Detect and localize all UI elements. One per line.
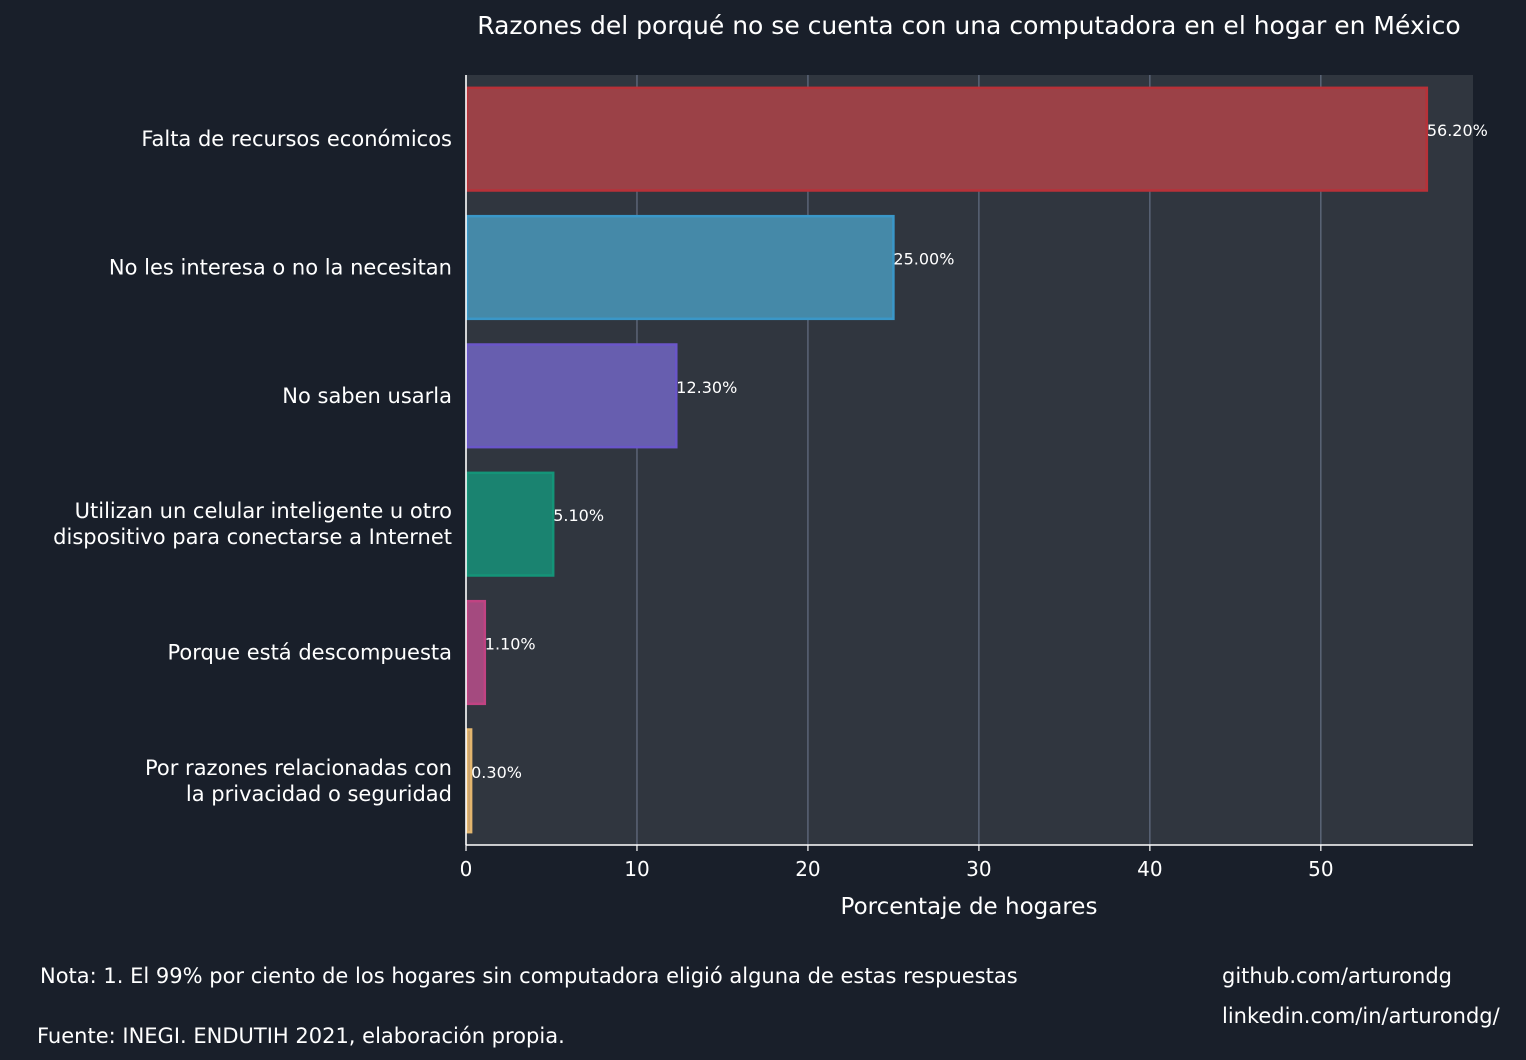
category-label: Falta de recursos económicos xyxy=(141,127,452,151)
x-axis-title: Porcentaje de hogares xyxy=(841,894,1098,920)
github-link[interactable]: github.com/arturondg xyxy=(1222,964,1452,988)
data-label: 0.30% xyxy=(471,763,522,782)
x-tick-label: 10 xyxy=(624,857,649,881)
bar xyxy=(465,471,555,577)
category-label: Por razones relacionadas con la privacida… xyxy=(145,756,452,806)
bar xyxy=(465,86,1429,192)
chart-title: Razones del porqué no se cuenta con una … xyxy=(477,11,1460,40)
x-tick-label: 30 xyxy=(966,857,991,881)
category-label-line: dispositivo para conectarse a Internet xyxy=(53,525,452,549)
data-label: 56.20% xyxy=(1427,121,1488,140)
category-label-line: Por razones relacionadas con xyxy=(145,756,452,780)
data-label: 1.10% xyxy=(485,635,536,654)
category-label-line: Porque está descompuesta xyxy=(167,641,452,665)
data-label: 5.10% xyxy=(553,506,604,525)
category-label-line: No saben usarla xyxy=(282,384,452,408)
x-tick-label: 50 xyxy=(1308,857,1333,881)
data-labels: 56.20% 25.00% 12.30% 5.10% 1.10% 0.30% xyxy=(471,121,1488,782)
data-label: 25.00% xyxy=(893,250,954,269)
category-label: No les interesa o no la necesitan xyxy=(109,256,452,280)
bars xyxy=(465,86,1429,834)
category-labels: Falta de recursos económicos No les inter… xyxy=(53,127,452,806)
plot-area xyxy=(466,75,1473,845)
category-label-line: Utilizan un celular inteligente u otro xyxy=(75,499,452,523)
x-tick-label: 40 xyxy=(1137,857,1162,881)
category-label: No saben usarla xyxy=(282,384,452,408)
data-label: 12.30% xyxy=(676,378,737,397)
category-label-line: No les interesa o no la necesitan xyxy=(109,256,452,280)
bar xyxy=(465,728,473,834)
category-label-line: la privacidad o seguridad xyxy=(186,782,452,806)
bar xyxy=(465,599,487,706)
category-label: Utilizan un celular inteligente u otro di… xyxy=(53,499,452,549)
footnote: Nota: 1. El 99% por ciento de los hogare… xyxy=(40,964,1018,988)
bar xyxy=(465,214,895,321)
category-label: Porque está descompuesta xyxy=(167,641,452,665)
source-note: Fuente: INEGI. ENDUTIH 2021, elaboración… xyxy=(37,1024,565,1048)
category-label-line: Falta de recursos económicos xyxy=(141,127,452,151)
x-tick-labels: 0 10 20 30 40 50 xyxy=(460,845,1334,881)
bar xyxy=(465,343,678,449)
x-tick-label: 0 xyxy=(460,857,473,881)
linkedin-link[interactable]: linkedin.com/in/arturondg/ xyxy=(1222,1004,1500,1028)
gridlines xyxy=(636,75,1322,845)
x-tick-label: 20 xyxy=(795,857,820,881)
